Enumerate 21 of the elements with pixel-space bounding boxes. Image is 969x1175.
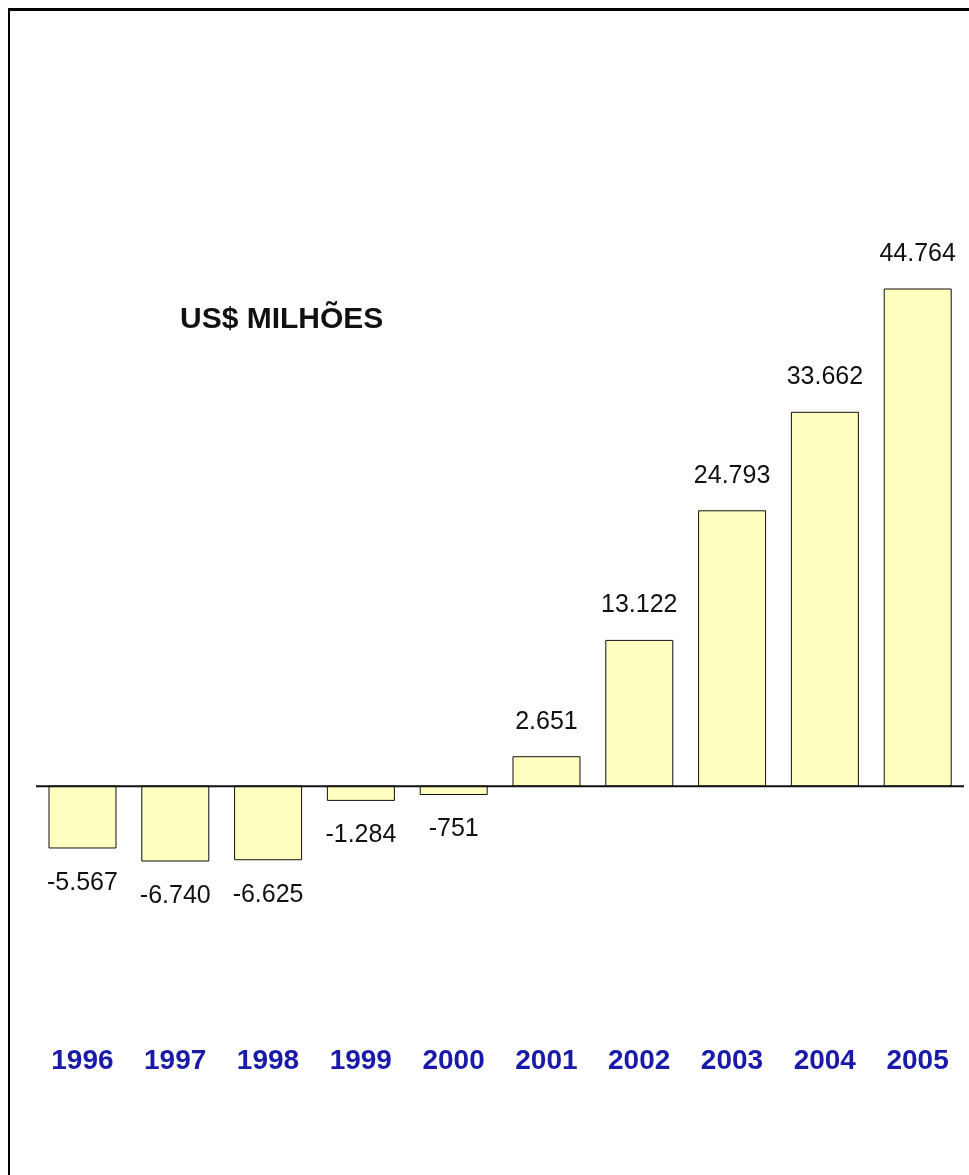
data-label: -6.740 xyxy=(139,880,211,908)
data-label: 33.662 xyxy=(786,361,864,390)
data-label: -5.567 xyxy=(47,866,118,895)
x-tick-label: 2000 xyxy=(422,1044,485,1075)
data-label: 44.764 xyxy=(879,238,957,266)
x-tick-label: 2005 xyxy=(886,1044,949,1075)
chart-title: US$ MILHÕES xyxy=(180,301,384,335)
x-tick-label: 2002 xyxy=(608,1044,671,1075)
x-tick-label: 2004 xyxy=(793,1044,857,1075)
data-label: 13.122 xyxy=(601,589,678,618)
x-tick-label: 1999 xyxy=(329,1044,392,1075)
x-tick-label: 1997 xyxy=(144,1044,207,1075)
x-tick-label: 1996 xyxy=(51,1044,114,1075)
data-label: 2.651 xyxy=(515,705,578,734)
x-tick-label: 2003 xyxy=(700,1044,764,1075)
data-label: 24.793 xyxy=(693,459,771,488)
data-label: -6.625 xyxy=(232,878,304,907)
data-label: -751 xyxy=(428,813,479,842)
x-tick-label: 1998 xyxy=(236,1044,300,1075)
data-label: -1.284 xyxy=(325,819,397,848)
x-tick-label: 2001 xyxy=(515,1044,578,1075)
